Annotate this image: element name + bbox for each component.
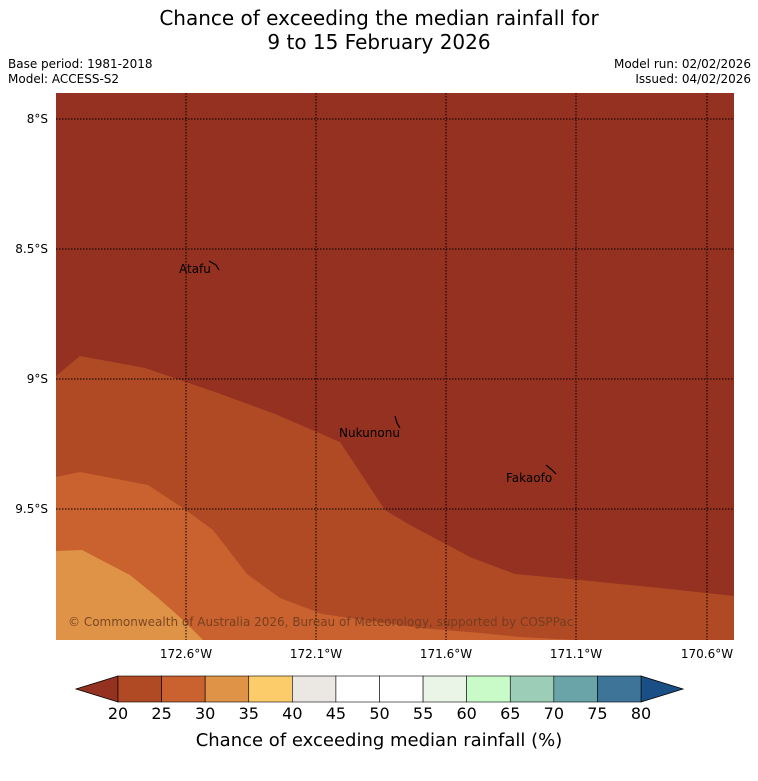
lat-label-8s: 8°S bbox=[26, 112, 48, 126]
zone-30-35 bbox=[56, 550, 203, 640]
colorbar-segment bbox=[117, 675, 162, 703]
colorbar-segment bbox=[248, 675, 293, 703]
colorbar-tick-label: 40 bbox=[282, 704, 303, 723]
meta-left: Base period: 1981-2018 Model: ACCESS-S2 bbox=[8, 57, 153, 87]
atoll-outlines bbox=[208, 260, 557, 475]
lon-label-171-6w: 171.6°W bbox=[419, 647, 473, 661]
meta-right: Model run: 02/02/2026 Issued: 04/02/2026 bbox=[614, 57, 751, 87]
issued-label: Issued: 04/02/2026 bbox=[635, 72, 751, 86]
colorbar-segment bbox=[204, 675, 250, 703]
nukunonu-outline bbox=[394, 415, 401, 429]
colorbar-segment bbox=[335, 675, 380, 703]
colorbar-segment bbox=[161, 675, 206, 703]
model-label: Model: ACCESS-S2 bbox=[8, 72, 120, 86]
colorbar-tick-label: 30 bbox=[194, 704, 216, 723]
colorbar-tick-label: 35 bbox=[238, 704, 259, 723]
lat-label-9-5s: 9.5°S bbox=[15, 502, 48, 516]
atafu-outline bbox=[208, 260, 220, 271]
colorbar-segment bbox=[292, 675, 337, 703]
copyright-notice: © Commonwealth of Australia 2026, Bureau… bbox=[68, 615, 574, 629]
colorbar-under-arrow bbox=[74, 675, 119, 703]
colorbar-segment bbox=[379, 675, 424, 703]
model-run-label: Model run: 02/02/2026 bbox=[613, 57, 751, 71]
page-title-line1: Chance of exceeding the median rainfall … bbox=[159, 6, 599, 30]
colorbar-segment bbox=[422, 675, 467, 703]
place-label-nukunonu: Nukunonu bbox=[339, 426, 400, 440]
colorbar-segment bbox=[597, 675, 642, 703]
lon-label-170-6w: 170.6°W bbox=[680, 647, 734, 661]
colorbar-tick-label: 60 bbox=[456, 704, 477, 723]
lon-label-172-6w: 172.6°W bbox=[159, 647, 213, 661]
colorbar-over-arrow bbox=[640, 675, 685, 703]
colorbar-tick-label: 50 bbox=[369, 704, 390, 723]
colorbar-title: Chance of exceeding median rainfall (%) bbox=[195, 730, 563, 751]
lat-label-8-5s: 8.5°S bbox=[15, 242, 48, 256]
lat-label-9s: 9°S bbox=[26, 372, 48, 386]
colorbar-tick-label: 25 bbox=[151, 704, 172, 723]
colorbar-tick-label: 20 bbox=[107, 704, 129, 723]
colorbar-segment bbox=[466, 675, 511, 703]
colorbar-tick-label: 75 bbox=[587, 704, 608, 723]
colorbar-tick-label: 80 bbox=[630, 704, 652, 723]
graticule bbox=[56, 93, 734, 640]
colorbar bbox=[74, 675, 685, 703]
colorbar-tick-label: 55 bbox=[412, 704, 434, 723]
fakaofo-outline bbox=[545, 464, 557, 475]
colorbar-tick-label: 70 bbox=[543, 704, 564, 723]
colorbar-segment bbox=[553, 675, 598, 703]
place-label-fakaofo: Fakaofo bbox=[506, 471, 553, 485]
place-label-atafu: Atafu bbox=[179, 262, 211, 276]
colorbar-tick-label: 45 bbox=[325, 704, 347, 723]
page-title-line2: 9 to 15 February 2026 bbox=[267, 30, 491, 54]
lon-label-171-1w: 171.1°W bbox=[549, 647, 603, 661]
colorbar-segment bbox=[509, 675, 555, 703]
colorbar-tick-label: 65 bbox=[500, 704, 521, 723]
lon-label-172-1w: 172.1°W bbox=[289, 647, 343, 661]
base-period-label: Base period: 1981-2018 bbox=[8, 57, 153, 71]
